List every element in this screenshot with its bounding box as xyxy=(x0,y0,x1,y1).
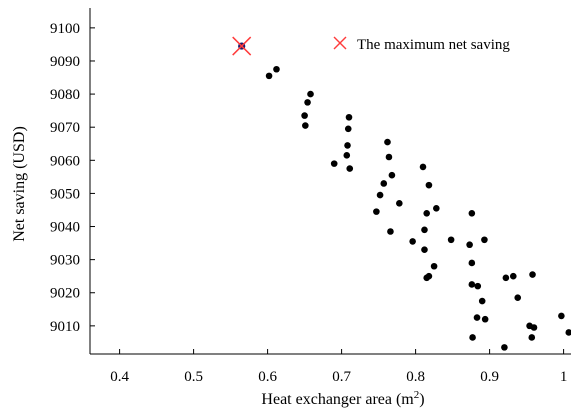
data-point xyxy=(433,205,440,212)
data-point xyxy=(530,324,538,331)
y-tick-label: 9090 xyxy=(50,54,80,70)
data-point xyxy=(430,262,438,270)
x-axis-label-superscript: 2 xyxy=(414,389,420,401)
data-point xyxy=(447,236,455,244)
x-axis-label-suffix: ) xyxy=(419,391,424,408)
x-tick-label: 1 xyxy=(560,369,568,385)
data-point xyxy=(421,246,428,254)
data-point xyxy=(425,181,433,189)
data-point xyxy=(346,165,354,172)
y-axis-ticks: 9010 9020 9030 9040 9050 9060 9070 9080 9090 9100 xyxy=(50,21,95,335)
data-point xyxy=(468,209,476,217)
data-point xyxy=(304,99,311,106)
data-point xyxy=(501,344,508,351)
data-point xyxy=(466,241,473,249)
data-point xyxy=(421,226,428,234)
data-point xyxy=(528,334,536,341)
data-point xyxy=(478,297,486,305)
data-point xyxy=(344,125,352,133)
x-tick-label: 0.4 xyxy=(110,369,129,385)
data-point xyxy=(502,274,510,282)
y-tick-label: 9020 xyxy=(50,286,80,302)
data-point xyxy=(419,163,427,171)
data-point xyxy=(273,65,280,73)
x-axis-ticks: 0.4 0.5 0.6 0.7 0.8 0.9 1 xyxy=(110,349,567,385)
max-saving-marker-x2 xyxy=(232,36,252,56)
data-point xyxy=(481,315,489,323)
data-point xyxy=(481,236,488,244)
data-point xyxy=(565,329,571,336)
data-point xyxy=(473,314,481,321)
highlight-marker xyxy=(232,36,252,56)
data-point xyxy=(343,152,351,159)
data-point xyxy=(468,281,476,288)
y-tick-label: 9040 xyxy=(50,220,80,236)
x-axis-label-main: Heat exchanger area (m xyxy=(261,391,414,408)
data-point xyxy=(388,171,396,179)
data-point xyxy=(529,271,536,278)
x-tick-label: 0.8 xyxy=(406,369,425,385)
y-tick-label: 9050 xyxy=(50,186,80,202)
data-point xyxy=(509,272,517,280)
x-tick-label: 0.9 xyxy=(480,369,499,385)
data-point xyxy=(409,238,416,245)
data-point xyxy=(474,282,482,290)
data-point xyxy=(396,200,403,207)
y-tick-label: 9080 xyxy=(50,87,80,103)
data-point xyxy=(330,160,338,167)
data-point xyxy=(468,259,476,267)
x-tick-label: 0.5 xyxy=(184,369,203,385)
x-tick-label: 0.7 xyxy=(332,369,351,385)
data-point xyxy=(380,180,388,187)
data-point xyxy=(387,228,394,235)
data-point xyxy=(558,312,565,320)
y-tick-label: 9010 xyxy=(50,319,80,335)
data-points xyxy=(238,42,571,351)
data-point xyxy=(373,208,380,215)
data-point xyxy=(345,113,353,121)
axes xyxy=(89,8,571,355)
data-point xyxy=(469,334,476,341)
data-point xyxy=(344,142,351,149)
data-point xyxy=(376,191,384,199)
x-axis-label: Heat exchanger area (m2) xyxy=(261,389,424,408)
data-point xyxy=(384,138,391,146)
data-point xyxy=(385,153,393,161)
legend: The maximum net saving xyxy=(333,36,510,53)
data-point xyxy=(423,274,431,282)
data-point xyxy=(423,209,431,217)
y-axis-label: Net saving (USD) xyxy=(11,126,28,242)
data-point xyxy=(302,122,309,129)
data-point xyxy=(265,72,273,80)
x-tick-label: 0.6 xyxy=(258,369,277,385)
data-point xyxy=(514,294,522,302)
y-tick-label: 9070 xyxy=(50,120,80,136)
legend-label: The maximum net saving xyxy=(357,37,510,53)
y-tick-label: 9060 xyxy=(50,153,80,169)
y-tick-label: 9030 xyxy=(50,253,80,269)
y-tick-label: 9100 xyxy=(50,21,80,37)
legend-marker-x-2 xyxy=(333,36,347,50)
data-point xyxy=(307,90,314,98)
data-point xyxy=(301,112,308,119)
